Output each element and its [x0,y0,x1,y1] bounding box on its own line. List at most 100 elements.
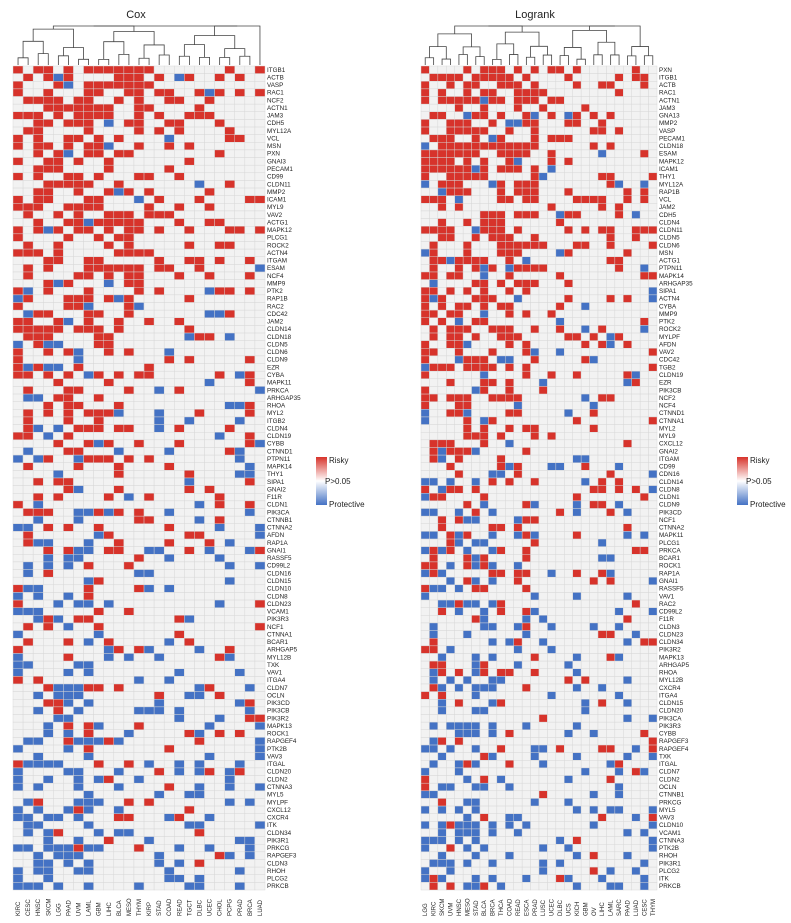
heatmap-cell [63,660,74,669]
heatmap-cell [234,493,246,502]
heatmap-cell [614,103,624,113]
heatmap-cell [244,111,256,120]
heatmap-cell [572,615,582,624]
heatmap-cell [214,248,225,257]
gene-label: CLDN11 [267,181,291,188]
heatmap-cell [639,126,649,135]
heatmap-cell [538,355,548,364]
heatmap-cell [53,96,64,105]
heatmap-cell [234,615,246,624]
heatmap-cell [606,73,616,82]
heatmap-cell [471,523,481,532]
heatmap-cell [204,401,215,410]
heatmap-cell [12,180,24,189]
heatmap-cell [538,416,548,425]
heatmap-cell [244,699,256,708]
heatmap-cell [113,409,125,418]
heatmap-cell [631,111,641,120]
heatmap-cell [462,576,472,586]
heatmap-cell [103,401,115,410]
heatmap-cell [153,264,165,273]
heatmap-cell [224,363,235,372]
heatmap-cell [437,187,447,196]
heatmap-cell [564,363,573,372]
heatmap-cell [184,660,195,669]
heatmap-cell [420,370,430,380]
heatmap-cell [184,592,195,601]
heatmap-cell [32,752,44,761]
heatmap-cell [572,493,582,502]
heatmap-cell [103,142,115,151]
heatmap-cell [123,401,135,410]
heatmap-cell [614,195,624,204]
heatmap-cell [614,546,624,555]
heatmap-cell [174,203,185,212]
heatmap-cell [63,424,74,433]
heatmap-cell [32,454,44,463]
heatmap-cell [521,134,531,143]
heatmap-cell [174,721,185,731]
heatmap-cell [471,309,481,319]
heatmap-cell [496,65,506,74]
heatmap-cell [547,569,557,578]
heatmap-cell [429,256,439,265]
heatmap-cell [93,416,104,425]
heatmap-cell [488,142,498,151]
heatmap-cell [254,729,266,738]
heatmap-cell [184,233,195,242]
heatmap-cell [244,210,256,219]
heatmap-cell [496,576,506,586]
cancer-label: BLCA [117,900,123,916]
heatmap-cell [589,332,599,341]
heatmap-cell [214,576,225,586]
heatmap-cell [224,599,235,608]
heatmap-cell [214,325,225,334]
heatmap-cell [623,325,632,334]
heatmap-cell [133,645,145,654]
heatmap-cell [580,485,590,494]
heatmap-cell [53,706,64,715]
heatmap-cell [43,401,54,410]
heatmap-cell [505,561,514,570]
heatmap-cell [254,309,266,319]
heatmap-cell [623,500,632,509]
heatmap-cell [184,866,195,875]
heatmap-cell [53,660,64,669]
heatmap-cell [446,431,455,441]
heatmap-cell [174,782,185,792]
heatmap-cell [580,554,590,563]
heatmap-cell [530,180,540,189]
heatmap-cell [133,325,145,334]
heatmap-cell [12,447,24,456]
heatmap-cell [103,409,115,418]
heatmap-cell [22,187,34,196]
heatmap-cell [446,584,455,593]
heatmap-cell [93,81,104,90]
heatmap-cell [555,96,565,105]
heatmap-cell [420,523,430,532]
heatmap-cell [184,325,195,334]
heatmap-cell [93,355,104,364]
heatmap-cell [639,531,649,540]
heatmap-cell [572,134,582,143]
heatmap-cell [623,88,632,97]
heatmap-cell [133,279,145,288]
heatmap-cell [32,210,44,219]
heatmap-cell [22,88,34,97]
heatmap-cell [538,409,548,418]
heatmap-cell [631,576,641,586]
heatmap-cell [639,622,649,631]
heatmap-cell [244,393,256,402]
heatmap-cell [488,241,498,250]
dendrogram-link [103,41,125,60]
heatmap-cell [589,493,599,502]
heatmap-cell [505,363,514,372]
heatmap-cell [153,607,165,616]
heatmap-cell [153,737,165,746]
heatmap-cell [589,615,599,624]
heatmap-cell [234,584,246,593]
heatmap-cell [530,103,540,113]
heatmap-cell [648,630,658,639]
heatmap-cell [488,622,498,631]
heatmap-cell [597,241,607,250]
